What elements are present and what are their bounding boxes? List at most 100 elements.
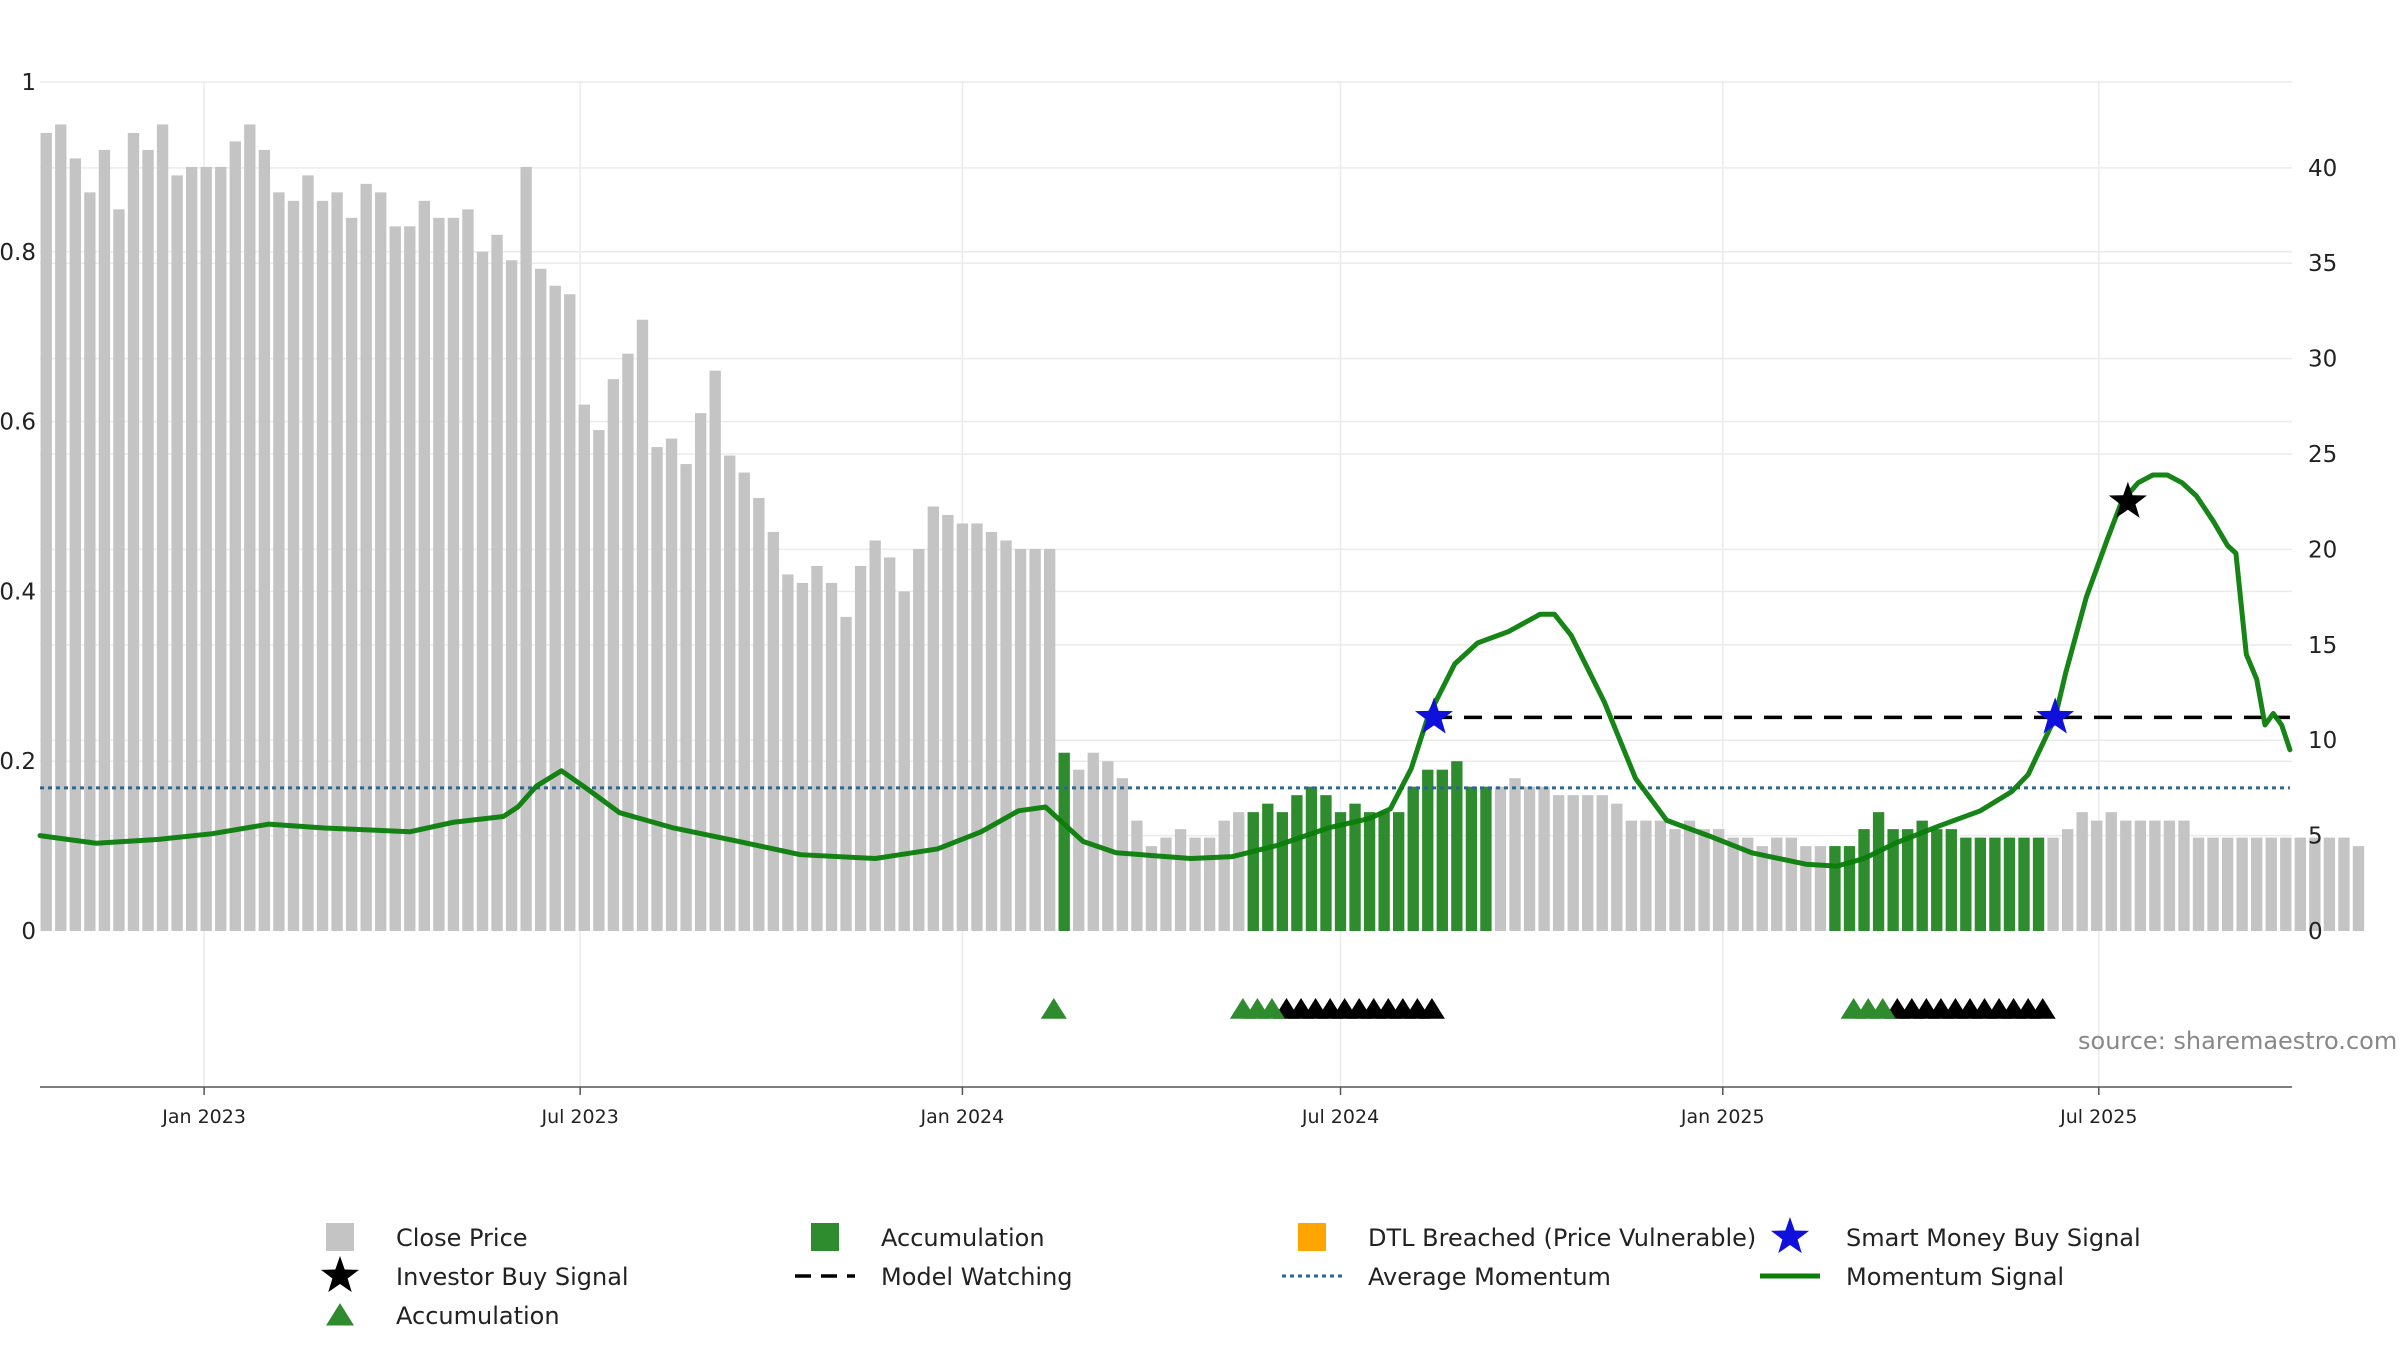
close-price-bar bbox=[578, 404, 590, 931]
investor-buy-star bbox=[2108, 481, 2147, 518]
close-price-bar bbox=[1742, 837, 1754, 931]
close-price-bar bbox=[360, 183, 372, 931]
legend-label: Accumulation bbox=[396, 1302, 560, 1330]
y-right-tick-label: 40 bbox=[2308, 156, 2337, 182]
close-price-bar bbox=[2323, 837, 2336, 931]
legend-swatch bbox=[1298, 1223, 1326, 1251]
close-price-bar bbox=[825, 582, 838, 931]
close-price-bar bbox=[2105, 812, 2117, 931]
close-price-bar bbox=[2338, 837, 2350, 931]
accumulation-bar bbox=[1989, 837, 2001, 931]
close-price-bar bbox=[694, 413, 707, 931]
accumulation-bar bbox=[1291, 795, 1303, 931]
close-price-bar bbox=[2163, 820, 2176, 931]
accumulation-bar bbox=[2032, 837, 2045, 931]
accumulation-bar bbox=[1858, 829, 1870, 931]
close-price-bar bbox=[840, 616, 852, 931]
close-price-bar bbox=[564, 294, 576, 931]
close-price-bar bbox=[331, 192, 343, 931]
close-price-bar bbox=[942, 514, 954, 931]
close-price-bar bbox=[1625, 820, 1638, 931]
close-price-bar bbox=[724, 455, 736, 931]
y-right-tick-label: 10 bbox=[2308, 728, 2337, 754]
close-price-bar bbox=[1523, 786, 1536, 931]
close-price-bar bbox=[1233, 812, 1245, 931]
close-price-bar bbox=[302, 175, 314, 931]
y-left-tick-label: 0.8 bbox=[0, 240, 36, 266]
close-price-bar bbox=[389, 226, 401, 931]
close-price-bar bbox=[447, 217, 460, 932]
close-price-bar bbox=[433, 217, 445, 932]
close-price-bar bbox=[680, 464, 692, 931]
close-price-bar bbox=[2134, 820, 2147, 931]
legend-item-watching: Model Watching bbox=[795, 1263, 1073, 1291]
accumulation-bar bbox=[1378, 812, 1390, 931]
close-price-bar bbox=[2207, 837, 2219, 931]
close-price-bar bbox=[404, 226, 416, 931]
accumulation-bar bbox=[1945, 829, 1957, 931]
close-price-bar bbox=[200, 166, 212, 931]
y-right-tick-label: 35 bbox=[2308, 251, 2337, 277]
legend-swatch bbox=[326, 1223, 354, 1251]
close-price-bar bbox=[142, 149, 154, 932]
close-price-bar bbox=[1174, 829, 1187, 931]
close-price-bar bbox=[1654, 820, 1667, 931]
source-label: source: sharemaestro.com bbox=[2078, 1027, 2397, 1055]
x-tick-label: Jul 2023 bbox=[540, 1106, 618, 1128]
close-price-bar bbox=[505, 260, 518, 931]
close-price-bar bbox=[491, 234, 503, 931]
close-price-bar bbox=[2149, 820, 2161, 931]
close-price-bar bbox=[2091, 820, 2103, 931]
close-price-bar bbox=[1029, 548, 1041, 931]
close-price-bar bbox=[345, 217, 358, 932]
accumulation-triangle bbox=[1040, 997, 1067, 1019]
close-price-bar bbox=[215, 166, 227, 931]
accumulation-bar bbox=[1363, 812, 1376, 931]
close-price-bar bbox=[98, 149, 111, 932]
accumulation-bar bbox=[1960, 837, 1972, 931]
legend-label: Average Momentum bbox=[1368, 1263, 1611, 1291]
close-price-bar bbox=[898, 591, 910, 931]
accumulation-bar bbox=[1276, 812, 1289, 931]
close-price-bar bbox=[1567, 795, 1579, 931]
smart-money-buy-star bbox=[2036, 697, 2075, 734]
close-price-bar bbox=[753, 498, 765, 931]
legend-item-avg: Average Momentum bbox=[1282, 1263, 1611, 1291]
close-price-bar bbox=[273, 192, 285, 931]
accumulation-triangle bbox=[1869, 997, 1896, 1019]
accumulation-bar bbox=[1334, 812, 1347, 931]
close-price-bar bbox=[40, 132, 52, 931]
close-price-bar bbox=[1102, 761, 1114, 931]
close-price-bar bbox=[1640, 820, 1652, 931]
close-price-bar bbox=[607, 379, 620, 931]
y-right-tick-label: 30 bbox=[2308, 347, 2337, 373]
close-price-bar bbox=[1771, 837, 1783, 931]
legend-label: Accumulation bbox=[881, 1224, 1045, 1252]
accumulation-bar bbox=[1058, 752, 1070, 931]
close-price-bar bbox=[258, 149, 271, 932]
close-price-bar bbox=[1189, 837, 1201, 931]
close-price-bar bbox=[2265, 837, 2277, 931]
close-price-bar bbox=[1683, 820, 1696, 931]
close-price-bar bbox=[811, 565, 823, 931]
y-right-tick-label: 25 bbox=[2308, 442, 2337, 468]
close-price-bar bbox=[622, 353, 634, 931]
close-price-bar bbox=[2047, 837, 2059, 931]
close-price-bar bbox=[171, 175, 183, 931]
legend-label: Smart Money Buy Signal bbox=[1846, 1224, 2141, 1252]
close-price-bar bbox=[636, 319, 649, 932]
close-price-bar bbox=[2221, 837, 2234, 931]
accumulation-bar bbox=[1393, 812, 1405, 931]
accumulation-bar bbox=[1262, 803, 1274, 931]
close-price-bar bbox=[1582, 795, 1594, 931]
close-price-bar bbox=[462, 209, 474, 932]
close-price-bar bbox=[767, 531, 780, 931]
close-price-bar bbox=[127, 132, 140, 931]
legend-item-investor: Investor Buy Signal bbox=[320, 1256, 629, 1293]
accumulation-bar bbox=[1436, 769, 1448, 931]
close-price-bar bbox=[651, 447, 663, 931]
close-price-bar bbox=[1000, 540, 1012, 931]
close-price-bar bbox=[375, 192, 387, 931]
close-price-bar bbox=[738, 472, 750, 931]
